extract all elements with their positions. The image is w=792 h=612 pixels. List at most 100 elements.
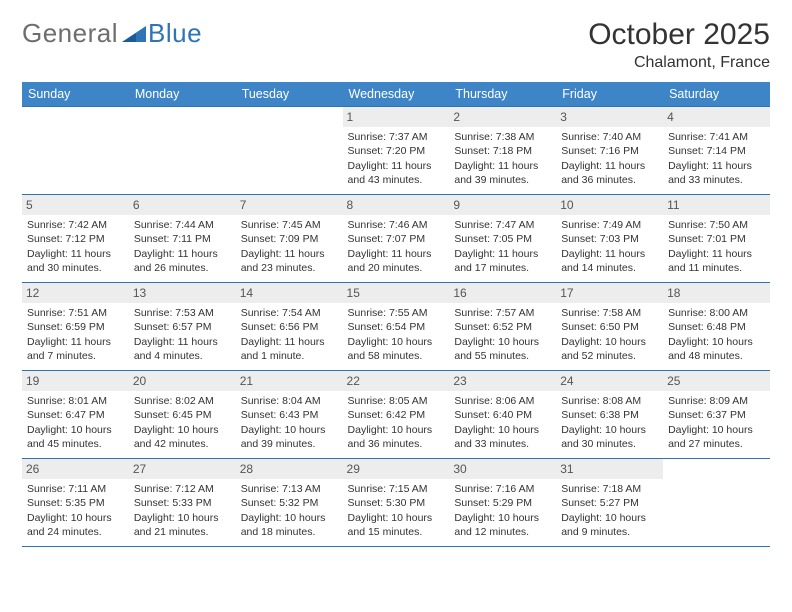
sunset-text: Sunset: 6:52 PM — [454, 320, 551, 334]
calendar-day-cell: 13Sunrise: 7:53 AMSunset: 6:57 PMDayligh… — [129, 283, 236, 371]
dow-header: Tuesday — [236, 82, 343, 107]
day-number: 27 — [129, 459, 236, 479]
sunset-text: Sunset: 7:11 PM — [134, 232, 231, 246]
sunset-text: Sunset: 6:47 PM — [27, 408, 124, 422]
daylight-text: and 39 minutes. — [241, 437, 338, 451]
sunrise-text: Sunrise: 7:18 AM — [561, 482, 658, 496]
sunset-text: Sunset: 5:35 PM — [27, 496, 124, 510]
day-number: 16 — [449, 283, 556, 303]
sunset-text: Sunset: 5:33 PM — [134, 496, 231, 510]
sunset-text: Sunset: 6:57 PM — [134, 320, 231, 334]
sunset-text: Sunset: 7:01 PM — [668, 232, 765, 246]
daylight-text: Daylight: 11 hours — [454, 159, 551, 173]
daylight-text: Daylight: 11 hours — [27, 335, 124, 349]
calendar-day-cell: 2Sunrise: 7:38 AMSunset: 7:18 PMDaylight… — [449, 107, 556, 195]
sunset-text: Sunset: 7:07 PM — [348, 232, 445, 246]
sunset-text: Sunset: 5:29 PM — [454, 496, 551, 510]
daylight-text: Daylight: 10 hours — [454, 423, 551, 437]
day-number: 14 — [236, 283, 343, 303]
sunrise-text: Sunrise: 7:46 AM — [348, 218, 445, 232]
daylight-text: and 14 minutes. — [561, 261, 658, 275]
day-number: 18 — [663, 283, 770, 303]
dow-header: Wednesday — [343, 82, 450, 107]
day-number: 24 — [556, 371, 663, 391]
sunrise-text: Sunrise: 7:42 AM — [27, 218, 124, 232]
sunrise-text: Sunrise: 7:51 AM — [27, 306, 124, 320]
sunset-text: Sunset: 7:14 PM — [668, 144, 765, 158]
sunrise-text: Sunrise: 8:02 AM — [134, 394, 231, 408]
day-number: 25 — [663, 371, 770, 391]
daylight-text: and 15 minutes. — [348, 525, 445, 539]
sunset-text: Sunset: 6:40 PM — [454, 408, 551, 422]
daylight-text: Daylight: 11 hours — [348, 247, 445, 261]
sunset-text: Sunset: 7:05 PM — [454, 232, 551, 246]
daylight-text: and 24 minutes. — [27, 525, 124, 539]
daylight-text: Daylight: 11 hours — [241, 247, 338, 261]
daylight-text: and 1 minute. — [241, 349, 338, 363]
daylight-text: and 9 minutes. — [561, 525, 658, 539]
calendar-day-cell — [663, 459, 770, 547]
daylight-text: Daylight: 10 hours — [561, 335, 658, 349]
calendar-day-cell: 26Sunrise: 7:11 AMSunset: 5:35 PMDayligh… — [22, 459, 129, 547]
calendar-day-cell: 1Sunrise: 7:37 AMSunset: 7:20 PMDaylight… — [343, 107, 450, 195]
calendar-day-cell: 29Sunrise: 7:15 AMSunset: 5:30 PMDayligh… — [343, 459, 450, 547]
daylight-text: and 33 minutes. — [668, 173, 765, 187]
calendar-day-cell: 31Sunrise: 7:18 AMSunset: 5:27 PMDayligh… — [556, 459, 663, 547]
daylight-text: and 26 minutes. — [134, 261, 231, 275]
calendar-day-cell: 22Sunrise: 8:05 AMSunset: 6:42 PMDayligh… — [343, 371, 450, 459]
logo: General Blue — [22, 18, 202, 49]
calendar-day-cell: 11Sunrise: 7:50 AMSunset: 7:01 PMDayligh… — [663, 195, 770, 283]
sunrise-text: Sunrise: 7:45 AM — [241, 218, 338, 232]
calendar-day-cell: 30Sunrise: 7:16 AMSunset: 5:29 PMDayligh… — [449, 459, 556, 547]
day-number: 12 — [22, 283, 129, 303]
sunrise-text: Sunrise: 7:12 AM — [134, 482, 231, 496]
calendar-week-row: 19Sunrise: 8:01 AMSunset: 6:47 PMDayligh… — [22, 371, 770, 459]
dow-header: Monday — [129, 82, 236, 107]
sunrise-text: Sunrise: 7:40 AM — [561, 130, 658, 144]
sunrise-text: Sunrise: 7:47 AM — [454, 218, 551, 232]
daylight-text: Daylight: 10 hours — [241, 423, 338, 437]
day-number: 5 — [22, 195, 129, 215]
daylight-text: Daylight: 10 hours — [241, 511, 338, 525]
day-number: 19 — [22, 371, 129, 391]
daylight-text: and 42 minutes. — [134, 437, 231, 451]
daylight-text: Daylight: 10 hours — [348, 335, 445, 349]
calendar-week-row: 26Sunrise: 7:11 AMSunset: 5:35 PMDayligh… — [22, 459, 770, 547]
logo-text-2: Blue — [148, 18, 202, 49]
calendar-day-cell: 4Sunrise: 7:41 AMSunset: 7:14 PMDaylight… — [663, 107, 770, 195]
calendar-week-row: 1Sunrise: 7:37 AMSunset: 7:20 PMDaylight… — [22, 107, 770, 195]
daylight-text: Daylight: 11 hours — [454, 247, 551, 261]
day-number: 30 — [449, 459, 556, 479]
daylight-text: and 36 minutes. — [348, 437, 445, 451]
sunset-text: Sunset: 6:37 PM — [668, 408, 765, 422]
day-number: 1 — [343, 107, 450, 127]
daylight-text: and 36 minutes. — [561, 173, 658, 187]
calendar-body: 1Sunrise: 7:37 AMSunset: 7:20 PMDaylight… — [22, 107, 770, 547]
daylight-text: Daylight: 10 hours — [348, 511, 445, 525]
sunset-text: Sunset: 7:18 PM — [454, 144, 551, 158]
daylight-text: Daylight: 10 hours — [348, 423, 445, 437]
calendar-day-cell: 6Sunrise: 7:44 AMSunset: 7:11 PMDaylight… — [129, 195, 236, 283]
sunset-text: Sunset: 6:56 PM — [241, 320, 338, 334]
daylight-text: Daylight: 11 hours — [134, 247, 231, 261]
calendar-day-cell: 24Sunrise: 8:08 AMSunset: 6:38 PMDayligh… — [556, 371, 663, 459]
calendar-day-cell: 8Sunrise: 7:46 AMSunset: 7:07 PMDaylight… — [343, 195, 450, 283]
sunrise-text: Sunrise: 8:04 AM — [241, 394, 338, 408]
calendar-day-cell: 25Sunrise: 8:09 AMSunset: 6:37 PMDayligh… — [663, 371, 770, 459]
sunrise-text: Sunrise: 8:05 AM — [348, 394, 445, 408]
sunrise-text: Sunrise: 7:11 AM — [27, 482, 124, 496]
daylight-text: and 11 minutes. — [668, 261, 765, 275]
day-number: 7 — [236, 195, 343, 215]
day-number: 23 — [449, 371, 556, 391]
calendar-day-cell — [22, 107, 129, 195]
month-title: October 2025 — [588, 18, 770, 52]
daylight-text: and 39 minutes. — [454, 173, 551, 187]
dow-header: Thursday — [449, 82, 556, 107]
sunrise-text: Sunrise: 7:38 AM — [454, 130, 551, 144]
daylight-text: Daylight: 10 hours — [454, 511, 551, 525]
daylight-text: and 30 minutes. — [27, 261, 124, 275]
day-number: 21 — [236, 371, 343, 391]
daylight-text: and 17 minutes. — [454, 261, 551, 275]
daylight-text: and 45 minutes. — [27, 437, 124, 451]
daylight-text: Daylight: 11 hours — [668, 159, 765, 173]
